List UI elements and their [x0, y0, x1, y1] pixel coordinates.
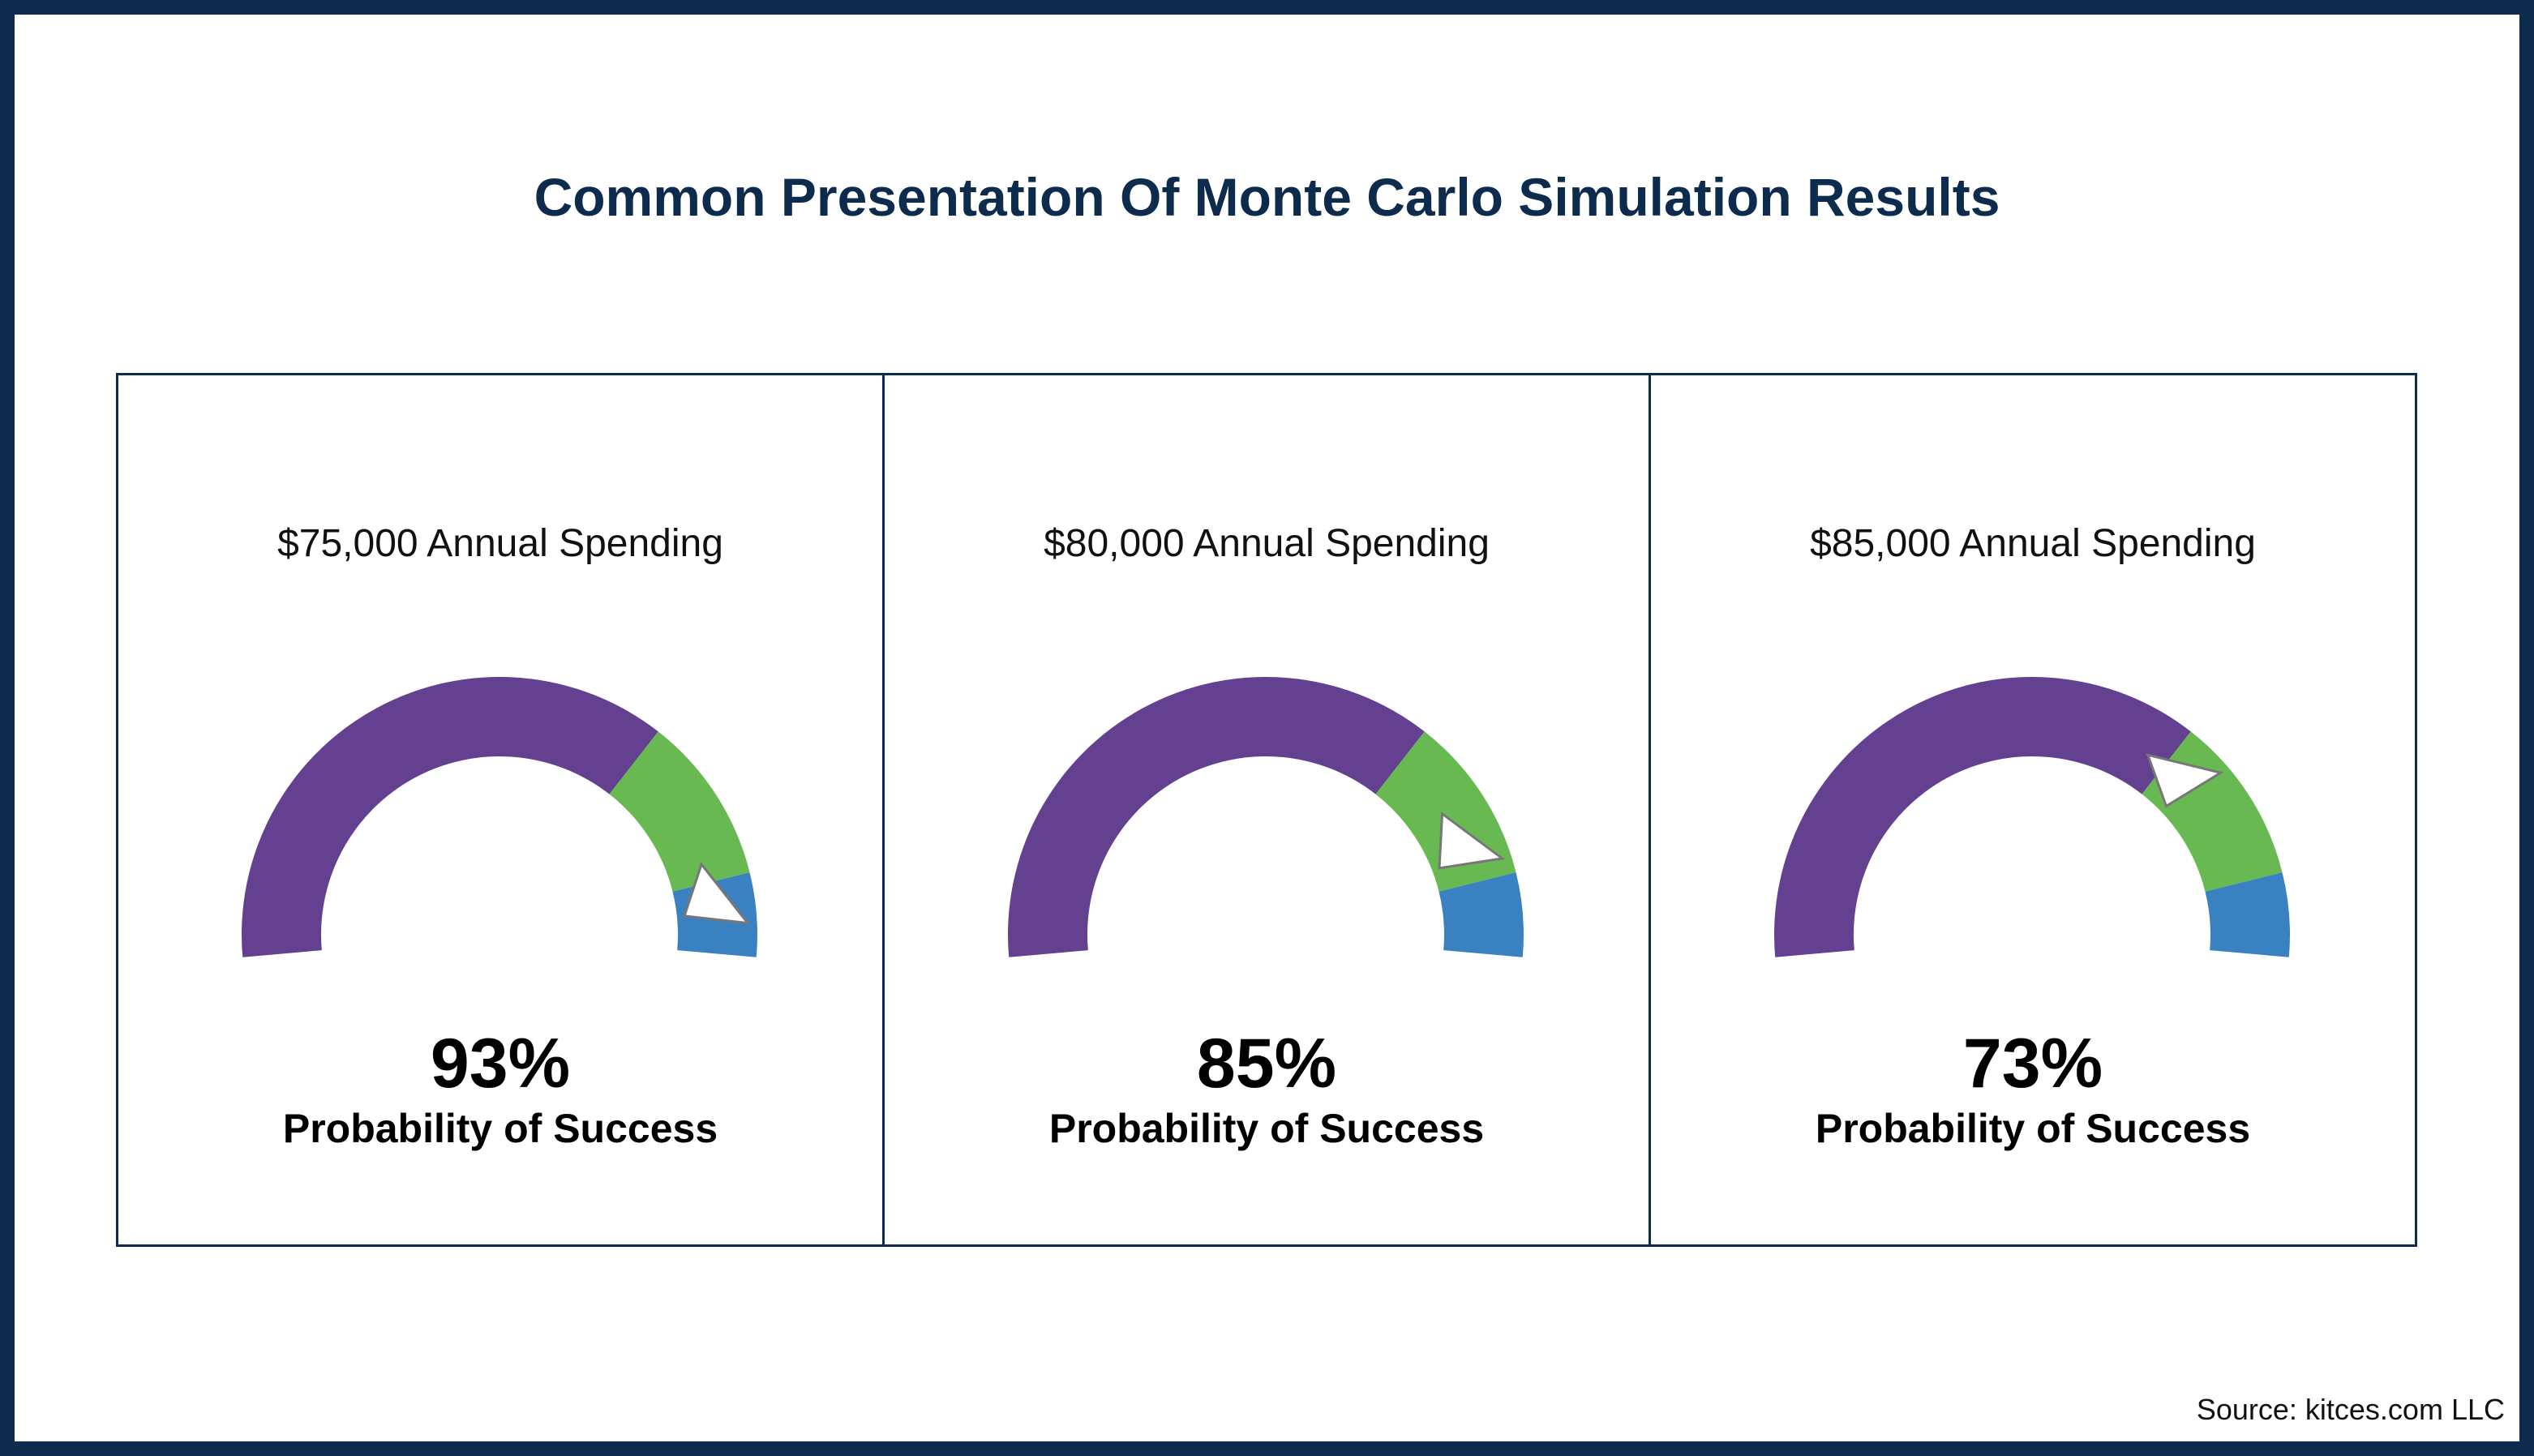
gauge-band-green	[609, 731, 750, 892]
gauge-pointer	[2146, 753, 2224, 808]
gauge-panel: $75,000 Annual Spending 93% Probability …	[118, 375, 885, 1244]
gauge-chart	[1774, 677, 2290, 957]
gauge-band-purple	[242, 677, 658, 957]
gauge-value: 93%	[430, 1025, 571, 1103]
gauge-chart	[242, 677, 757, 957]
gauge-pointer	[1438, 812, 1506, 870]
gauge-band-purple	[1008, 677, 1425, 957]
source-note: Source: kitces.com LLC	[2196, 1393, 2505, 1426]
gauge-label: Probability of Success	[1815, 1106, 2251, 1151]
gauge-chart	[1008, 677, 1524, 957]
gauge-pointer	[683, 862, 751, 925]
gauge-band-blue	[1439, 872, 1524, 957]
gauge-title: $85,000 Annual Spending	[1810, 522, 2256, 565]
gauge-value: 85%	[1196, 1025, 1337, 1103]
gauge-panel: $80,000 Annual Spending 85% Probability …	[885, 375, 1651, 1244]
gauge-panel: $85,000 Annual Spending 73% Probability …	[1651, 375, 2415, 1244]
gauge-label: Probability of Success	[1048, 1106, 1485, 1151]
gauge-value: 73%	[1962, 1025, 2103, 1103]
page-title: Common Presentation Of Monte Carlo Simul…	[534, 167, 2000, 227]
gauge-title: $80,000 Annual Spending	[1044, 522, 1490, 565]
gauge-panels: $75,000 Annual Spending 93% Probability …	[116, 373, 2417, 1247]
gauge-label: Probability of Success	[282, 1106, 718, 1151]
gauge-title: $75,000 Annual Spending	[277, 522, 723, 565]
gauge-band-purple	[1774, 677, 2191, 957]
gauge-band-blue	[2205, 872, 2290, 957]
